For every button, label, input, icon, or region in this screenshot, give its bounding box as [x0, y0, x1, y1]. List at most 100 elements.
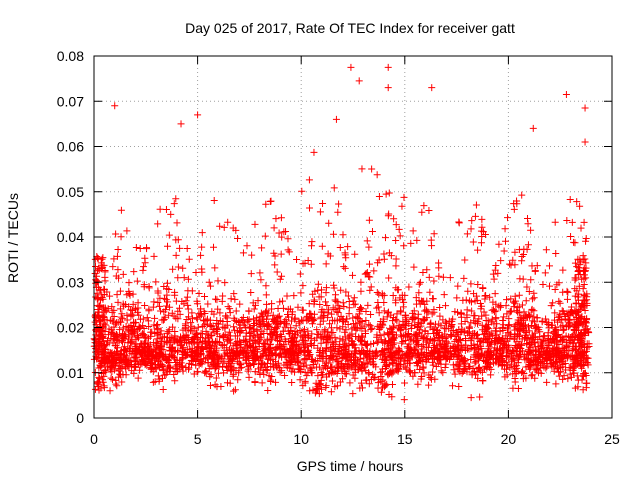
data-point: [233, 340, 241, 348]
data-point: [378, 365, 386, 373]
data-point: [383, 346, 391, 354]
data-point: [259, 350, 267, 358]
data-point: [194, 368, 202, 376]
data-point: [257, 354, 265, 362]
data-point: [467, 356, 475, 364]
data-point: [356, 306, 364, 314]
data-point: [226, 309, 234, 317]
data-point: [94, 267, 102, 275]
data-point: [320, 311, 328, 319]
data-point: [510, 362, 518, 370]
data-point: [441, 364, 449, 372]
data-point: [474, 318, 482, 326]
data-point: [244, 341, 252, 349]
data-point: [158, 363, 166, 371]
data-point: [555, 297, 563, 305]
data-point: [176, 310, 184, 318]
data-point: [429, 337, 437, 345]
data-point: [397, 307, 405, 315]
data-point: [210, 197, 218, 205]
data-point: [453, 329, 461, 337]
data-point: [179, 367, 187, 375]
data-point: [164, 242, 172, 250]
data-point: [256, 369, 264, 377]
data-point: [127, 310, 135, 318]
data-point: [211, 339, 219, 347]
data-point: [270, 363, 278, 371]
data-point: [432, 330, 440, 338]
data-point: [152, 351, 160, 359]
data-point: [170, 347, 178, 355]
data-point: [157, 307, 165, 315]
data-point: [310, 148, 318, 156]
data-point: [387, 311, 395, 319]
data-point: [315, 348, 323, 356]
data-point: [559, 266, 567, 274]
data-point: [351, 374, 359, 382]
data-point: [216, 222, 224, 230]
data-point: [192, 330, 200, 338]
data-point: [255, 343, 263, 351]
data-point: [156, 302, 164, 310]
data-point: [301, 369, 309, 377]
data-point: [341, 249, 349, 257]
data-point: [503, 310, 511, 318]
data-point: [125, 279, 133, 287]
data-point: [181, 336, 189, 344]
data-point: [257, 276, 265, 284]
data-point: [503, 348, 511, 356]
data-point: [232, 307, 240, 315]
data-point: [389, 366, 397, 374]
data-point: [355, 77, 363, 85]
data-point: [352, 333, 360, 341]
data-point: [211, 264, 219, 272]
data-point: [392, 236, 400, 244]
data-point: [284, 359, 292, 367]
data-point: [409, 372, 417, 380]
data-point: [455, 336, 463, 344]
data-point: [197, 349, 205, 357]
data-point: [401, 313, 409, 321]
data-point: [323, 301, 331, 309]
data-point: [371, 373, 379, 381]
data-point: [111, 102, 119, 110]
data-point: [369, 339, 377, 347]
data-point: [143, 244, 151, 252]
data-point: [195, 310, 203, 318]
data-point: [346, 379, 354, 387]
data-point: [278, 345, 286, 353]
data-point: [358, 325, 366, 333]
data-point: [388, 380, 396, 388]
data-point: [571, 259, 579, 267]
data-point: [579, 266, 587, 274]
data-point: [273, 268, 281, 276]
data-point: [514, 384, 522, 392]
data-point: [418, 208, 426, 216]
data-point: [482, 291, 490, 299]
data-point: [349, 314, 357, 322]
data-point: [325, 219, 333, 227]
data-point: [380, 330, 388, 338]
data-point: [186, 346, 194, 354]
data-point: [509, 370, 517, 378]
data-point: [466, 331, 474, 339]
data-point: [101, 328, 109, 336]
data-point: [437, 342, 445, 350]
data-point: [262, 346, 270, 354]
data-point: [468, 307, 476, 315]
data-point: [114, 298, 122, 306]
data-point: [266, 345, 274, 353]
data-point: [307, 335, 315, 343]
data-point: [188, 327, 196, 335]
data-point: [365, 354, 373, 362]
data-point: [145, 284, 153, 292]
data-point: [426, 288, 434, 296]
data-point: [184, 275, 192, 283]
data-point: [419, 363, 427, 371]
data-point: [560, 372, 568, 380]
data-point: [544, 350, 552, 358]
data-point: [340, 263, 348, 271]
data-point: [405, 329, 413, 337]
data-point: [564, 375, 572, 383]
data-point: [245, 307, 253, 315]
